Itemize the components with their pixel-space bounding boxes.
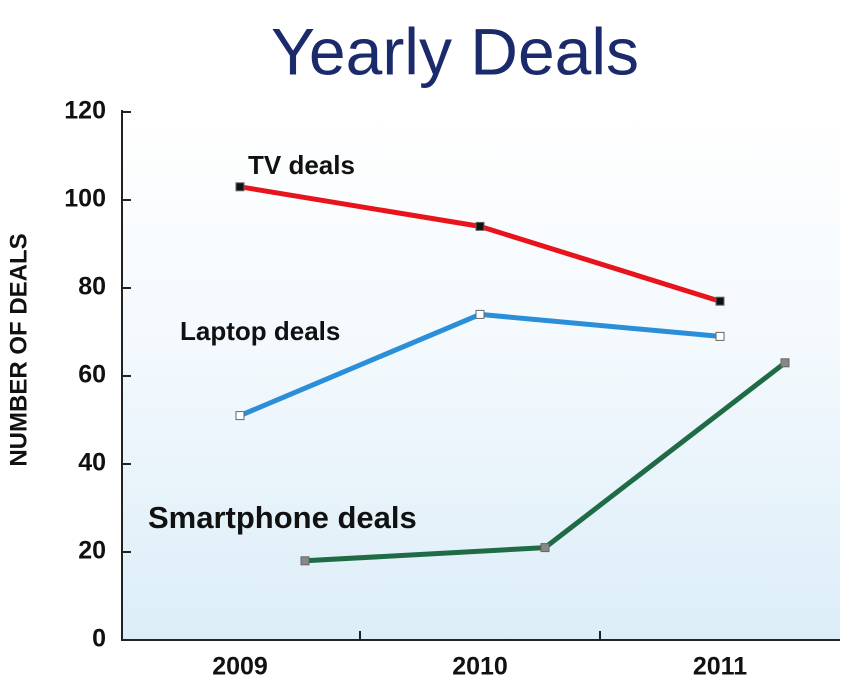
point-marker	[715, 296, 725, 306]
series-label: Laptop deals	[180, 316, 340, 346]
y-tick-label: 0	[92, 625, 106, 653]
plot-background	[122, 112, 840, 640]
x-tick-label: 2011	[693, 653, 747, 681]
point-marker	[715, 331, 725, 341]
x-tick-label: 2009	[212, 653, 268, 681]
point-marker	[475, 221, 485, 231]
series-label: Smartphone deals	[148, 500, 417, 535]
y-tick-label: 60	[78, 361, 106, 389]
x-tick-label: 2010	[452, 653, 508, 681]
point-marker	[235, 182, 245, 192]
point-marker	[300, 556, 310, 566]
chart-title: Yearly Deals	[271, 14, 639, 88]
y-tick-label: 40	[78, 449, 106, 477]
point-marker	[780, 358, 790, 368]
point-marker	[540, 543, 550, 553]
series-label: TV deals	[248, 150, 355, 180]
y-tick-label: 80	[78, 273, 106, 301]
y-tick-label: 120	[64, 97, 106, 125]
point-marker	[235, 411, 245, 421]
point-marker	[475, 309, 485, 319]
y-tick-label: 20	[78, 537, 106, 565]
y-tick-label: 100	[64, 185, 106, 213]
y-axis-label: NUMBER OF DEALS	[5, 233, 32, 466]
